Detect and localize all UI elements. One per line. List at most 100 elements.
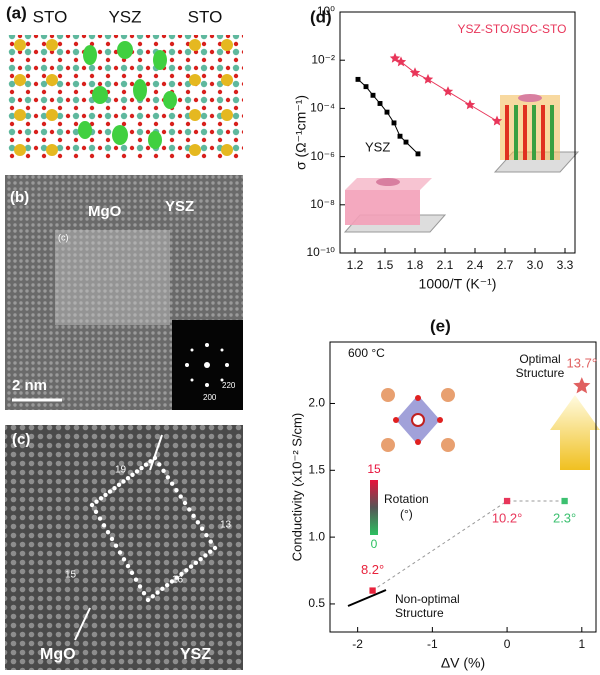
dot <box>184 568 189 573</box>
dot <box>125 475 131 481</box>
diffraction-spots <box>185 343 229 387</box>
star-marker <box>491 115 503 126</box>
x-tick-label: 2.1 <box>437 258 454 272</box>
x-tick-label: 0 <box>504 637 511 651</box>
dot <box>198 556 203 562</box>
dot <box>145 597 151 603</box>
layer-label: STO <box>188 7 223 26</box>
dot <box>160 586 165 592</box>
y-tick-label: 10⁻⁶ <box>310 149 335 163</box>
panel-label: (b) <box>10 189 29 206</box>
star-marker <box>422 73 434 84</box>
dot <box>161 468 166 474</box>
y-tick-label: 10⁻¹⁰ <box>307 245 336 259</box>
dot <box>117 550 123 555</box>
region-label: MgO <box>40 646 76 663</box>
dot <box>150 594 155 599</box>
dot <box>97 516 103 521</box>
y-axis-title: σ (Ω⁻¹cm⁻¹) <box>293 95 309 170</box>
dot <box>137 584 143 589</box>
sto-atoms <box>14 39 233 156</box>
dot <box>199 526 205 531</box>
y-tick-label: 2.0 <box>308 396 325 410</box>
edge-label: 15 <box>65 570 77 581</box>
x-tick-label: 2.7 <box>497 258 514 272</box>
dot <box>152 455 158 461</box>
dot <box>141 591 147 596</box>
colorbar-max: 15 <box>367 462 381 476</box>
plot-frame <box>339 11 576 254</box>
dot <box>157 462 162 467</box>
dot <box>187 507 192 512</box>
plot-frame <box>329 341 597 633</box>
interface-line <box>74 607 91 641</box>
square-marker <box>391 120 397 126</box>
x-axis-title: 1000/T (K⁻¹) <box>419 276 497 292</box>
ysz-atoms <box>78 41 177 149</box>
y-tick-label: 1.5 <box>308 462 325 476</box>
panel-c: (c) MgO YSZ 19 13 16 15 <box>5 425 243 670</box>
x-tick-label: 1.2 <box>347 258 364 272</box>
dot <box>121 479 126 484</box>
dot <box>203 553 208 558</box>
spot-label: 220 <box>222 381 236 390</box>
panel-a: (a) STO YSZ STO <box>6 3 243 160</box>
square-marker <box>561 497 568 505</box>
dot <box>148 459 153 464</box>
colorbar <box>370 480 378 535</box>
region-label: YSZ <box>180 646 211 663</box>
x-tick-label: 3.3 <box>557 258 574 272</box>
trend-line <box>372 500 565 591</box>
dot <box>101 523 107 528</box>
region-label: YSZ <box>165 198 194 215</box>
edge-label: 19 <box>115 465 127 476</box>
highlight-region <box>55 230 170 325</box>
panel-label: (e) <box>430 316 451 335</box>
dot <box>139 465 144 471</box>
micrograph <box>5 425 243 670</box>
panel-label: (a) <box>6 3 27 22</box>
y-tick-label: 0.5 <box>308 596 325 610</box>
square-marker <box>363 84 369 90</box>
y-tick-label: 10⁻² <box>311 52 335 66</box>
panel-label: (c) <box>12 431 30 448</box>
square-marker <box>415 151 421 157</box>
rotation-label: 10.2° <box>492 510 523 525</box>
dot <box>164 582 170 588</box>
dot <box>178 494 183 499</box>
dot <box>113 543 119 548</box>
dot <box>169 481 175 486</box>
dot <box>165 475 171 480</box>
star-marker <box>573 377 591 394</box>
series-label: YSZ-STO/SDC-STO <box>458 22 567 36</box>
square-marker <box>370 92 376 98</box>
dot <box>94 499 99 504</box>
y-axis-title: Conductivity (x10⁻² S/cm) <box>289 413 304 561</box>
dot <box>195 520 201 525</box>
x-tick-label: 3.0 <box>527 258 544 272</box>
panel-label: (d) <box>310 7 332 26</box>
dot <box>103 492 108 498</box>
star-marker <box>395 56 407 67</box>
temperature: 600 °C <box>348 346 385 360</box>
x-tick-label: 2.4 <box>467 258 484 272</box>
dot <box>179 571 184 577</box>
dot <box>89 502 95 508</box>
inset-label: (c) <box>58 232 69 242</box>
star-marker <box>464 99 476 110</box>
dot <box>188 564 194 569</box>
x-tick-label: -2 <box>352 637 363 651</box>
star-marker <box>442 86 454 96</box>
dot <box>204 532 209 538</box>
dot <box>130 472 135 477</box>
region-label: MgO <box>88 203 122 220</box>
dot <box>212 545 218 551</box>
dot <box>109 536 115 542</box>
layer-label: STO <box>33 7 68 26</box>
rotation-label: 8.2° <box>361 562 384 577</box>
dot <box>174 575 179 580</box>
square-marker <box>397 133 403 139</box>
y-tick-label: 10⁰ <box>317 4 335 18</box>
rotation-label: 13.7° <box>567 356 598 371</box>
